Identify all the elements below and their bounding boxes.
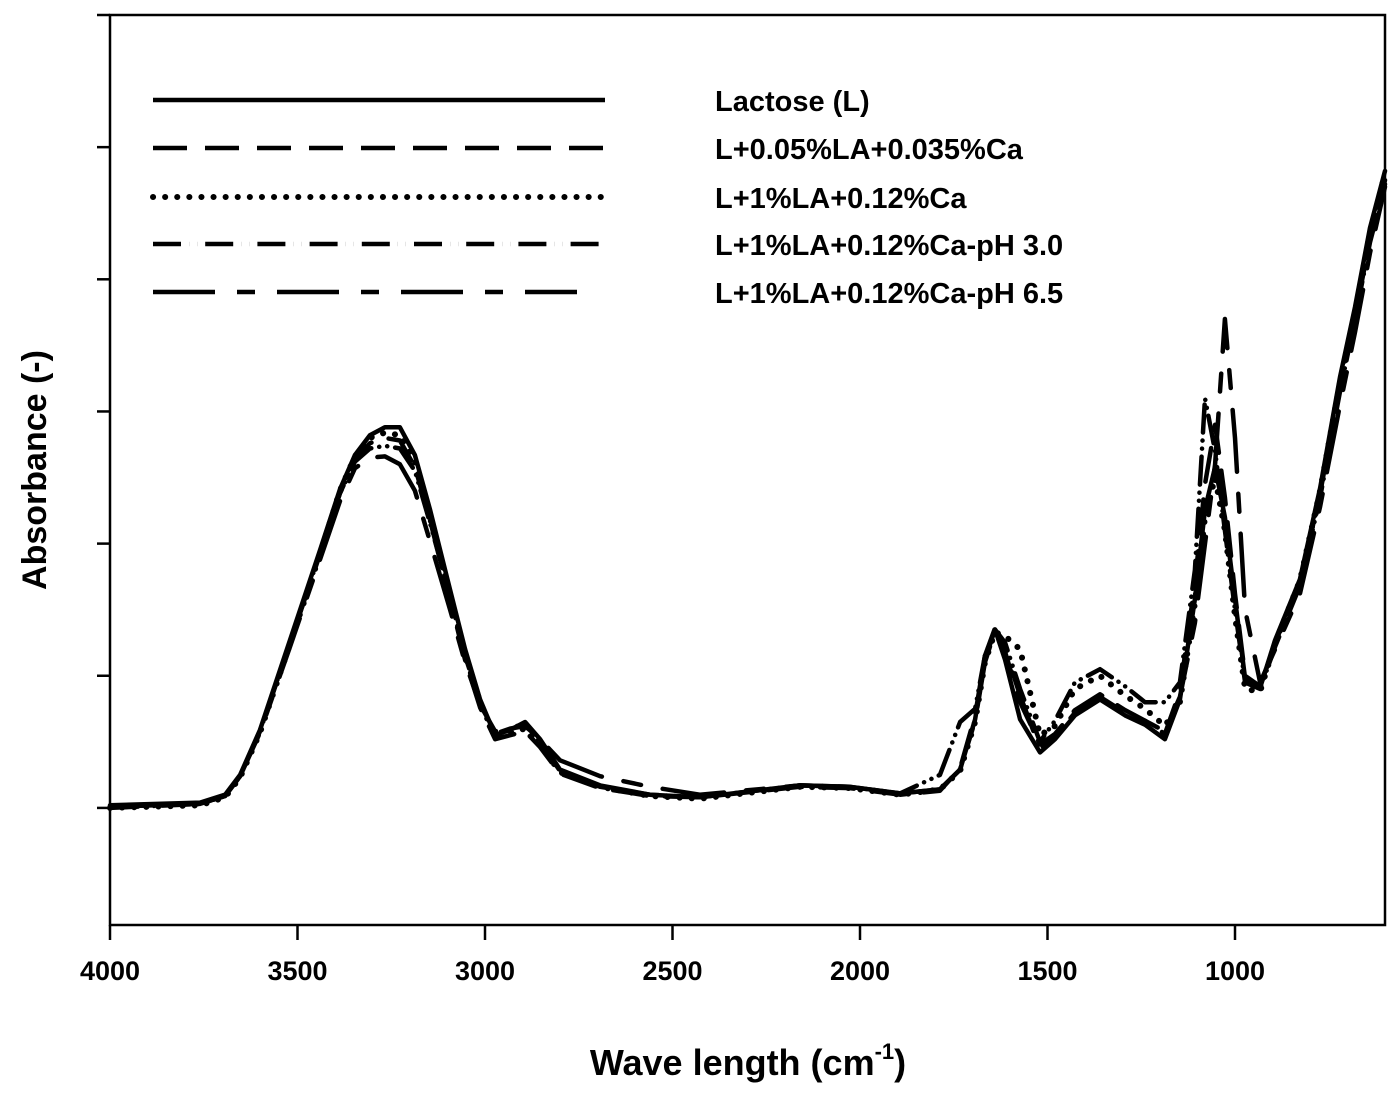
x-axis-label-close: )	[894, 1042, 906, 1083]
series-line	[107, 177, 1388, 809]
legend-label: Lactose (L)	[715, 86, 870, 118]
x-tick-label: 1500	[1017, 956, 1077, 986]
series-line	[107, 170, 1388, 811]
series-line	[107, 184, 1388, 809]
x-axis-label-superscript: -1	[875, 1039, 895, 1064]
plot-frame	[108, 13, 1387, 927]
legend-label: L+0.05%LA+0.035%Ca	[715, 134, 1024, 166]
series-lines	[107, 168, 1388, 811]
legend-label: L+1%LA+0.12%Ca	[715, 183, 967, 215]
legend-label: L+1%LA+0.12%Ca-pH 6.5	[715, 278, 1063, 310]
x-tick-label: 1000	[1205, 956, 1265, 986]
series-line	[107, 168, 1388, 808]
axes: 4000 3500 3000 2500 2000 1500 1000	[80, 13, 1387, 986]
x-axis-label-main: Wave length (cm	[590, 1042, 875, 1083]
x-tick-label: 2000	[830, 956, 890, 986]
x-tick-label: 4000	[80, 956, 140, 986]
y-axis-label: Absorbance (-)	[16, 350, 54, 590]
x-axis-label: Wave length (cm-1)	[590, 1039, 906, 1083]
series-line	[107, 181, 1388, 811]
legend: Lactose (L) L+0.05%LA+0.035%Ca L+1%LA+0.12…	[150, 86, 1063, 310]
legend-label: L+1%LA+0.12%Ca-pH 3.0	[715, 230, 1063, 262]
x-tick-label: 2500	[642, 956, 702, 986]
x-tick-label: 3500	[267, 956, 327, 986]
x-tick-label: 3000	[455, 956, 515, 986]
